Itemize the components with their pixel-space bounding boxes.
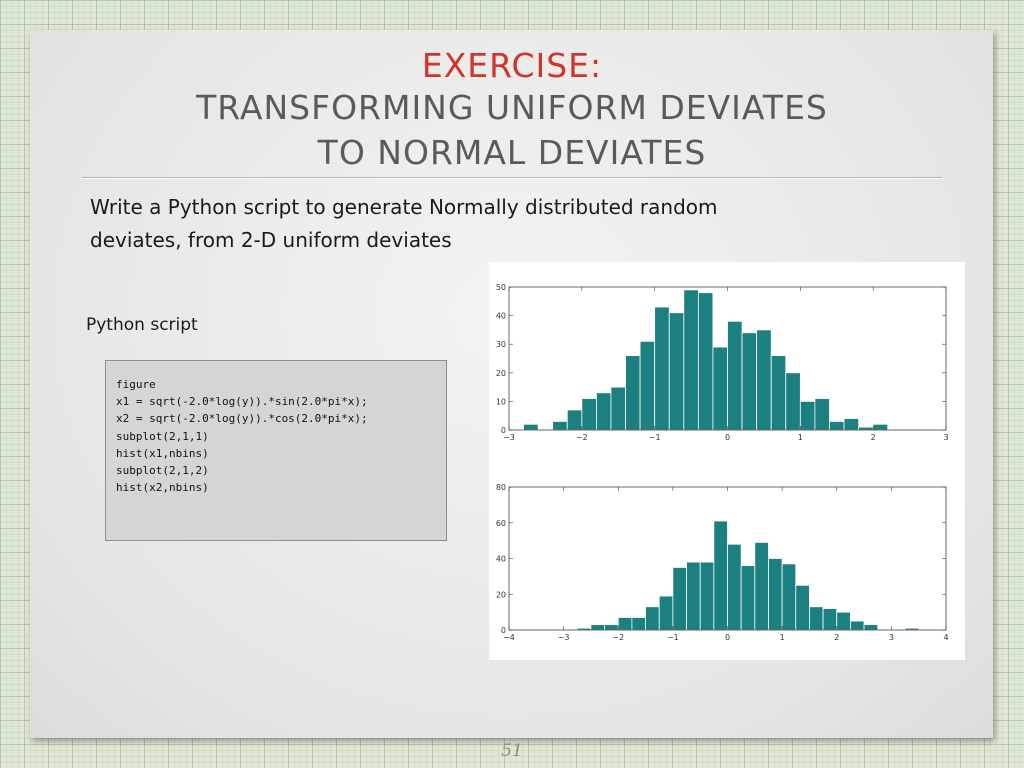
- slide-title-line-3: TO NORMAL DEVIATES: [317, 133, 707, 172]
- code-block: figure x1 = sqrt(-2.0*log(y)).*sin(2.0*p…: [105, 360, 447, 541]
- x-tick-label: −3: [558, 633, 570, 642]
- histogram-2-bar: [727, 543, 742, 631]
- histogram-2-bar: [768, 558, 783, 631]
- histogram-2-bar: [863, 624, 879, 631]
- y-tick-label: 60: [496, 519, 506, 528]
- x-tick-label: −4: [503, 633, 515, 642]
- histogram-2-bar: [713, 520, 728, 631]
- description-line-2: deviates, from 2-D uniform deviates: [90, 228, 452, 252]
- histogram-2-bar: [672, 567, 687, 631]
- y-tick-label: 20: [496, 369, 506, 378]
- histogram-1-bar: [727, 320, 743, 431]
- slide-title-exercise: EXERCISE:: [421, 46, 603, 85]
- x-tick-label: 2: [834, 633, 839, 642]
- x-tick-label: 3: [889, 633, 894, 642]
- y-tick-label: 80: [496, 483, 506, 492]
- x-tick-label: −2: [576, 433, 588, 442]
- histogram-1-bar: [756, 329, 772, 431]
- histogram-2-bar: [850, 620, 865, 631]
- histogram-2-bar: [658, 595, 674, 631]
- histogram-1-bar: [668, 312, 685, 431]
- description-line-1: Write a Python script to generate Normal…: [90, 195, 718, 219]
- histogram-1-bar: [872, 423, 889, 431]
- histogram-2-bar: [617, 617, 633, 631]
- histogram-1-bar: [596, 392, 612, 431]
- x-tick-label: 1: [780, 633, 785, 642]
- histogram-1-bar: [843, 418, 859, 431]
- histogram-2-bar: [740, 565, 756, 631]
- exercise-description: Write a Python script to generate Normal…: [90, 191, 850, 257]
- histogram-1-bar: [741, 332, 758, 431]
- y-tick-label: 10: [496, 397, 506, 406]
- histogram-2-bar: [795, 584, 810, 631]
- histogram-1-bar: [523, 423, 539, 431]
- histogram-1-bar: [566, 409, 583, 431]
- histogram-1-bar: [785, 372, 801, 431]
- histogram-1-bar: [770, 355, 787, 431]
- x-tick-label: −2: [612, 633, 624, 642]
- histogram-2-bar: [836, 611, 851, 631]
- histogram-1-bar: [858, 426, 874, 431]
- x-tick-label: 0: [725, 633, 730, 642]
- page-number: 51: [501, 741, 523, 761]
- x-tick-label: 3: [943, 433, 948, 442]
- histogram-2-bar: [809, 606, 824, 631]
- histogram-2-bar: [699, 561, 715, 631]
- y-tick-label: 0: [501, 626, 506, 635]
- y-tick-label: 30: [496, 340, 506, 349]
- histogram-1-bar: [581, 398, 597, 431]
- histogram-1-bar: [610, 386, 626, 431]
- title-divider: [82, 177, 942, 179]
- histogram-1-bar: [654, 306, 670, 431]
- x-tick-label: 0: [725, 433, 730, 442]
- y-tick-label: 0: [501, 426, 506, 435]
- code-text: figure x1 = sqrt(-2.0*log(y)).*sin(2.0*p…: [116, 378, 368, 495]
- x-tick-label: −3: [503, 433, 515, 442]
- histogram-1-bar: [799, 400, 816, 431]
- histogram-2-bar: [781, 563, 797, 631]
- histogram-2-bar: [822, 608, 838, 631]
- slide-title-line-2: TRANSFORMING UNIFORM DEVIATES: [196, 88, 828, 127]
- histogram-2-bar: [604, 624, 619, 631]
- x-tick-label: −1: [649, 433, 661, 442]
- histogram-1-bar: [625, 355, 641, 431]
- x-tick-label: 1: [798, 433, 803, 442]
- histogram-1-bar: [683, 289, 699, 431]
- y-tick-label: 40: [496, 312, 506, 321]
- histogram-2-bar: [631, 617, 646, 631]
- x-tick-label: −1: [667, 633, 679, 642]
- histogram-2-bar: [686, 561, 701, 631]
- x-tick-label: 2: [871, 433, 876, 442]
- y-tick-label: 20: [496, 590, 506, 599]
- histogram-2-bar: [754, 542, 769, 631]
- histogram-1-bar: [712, 346, 728, 431]
- histogram-2-bar: [645, 606, 660, 631]
- y-tick-label: 50: [496, 283, 506, 292]
- y-tick-label: 40: [496, 555, 506, 564]
- histogram-2-bar: [590, 624, 605, 631]
- python-script-label: Python script: [86, 315, 198, 335]
- histogram-1-bar: [552, 421, 568, 431]
- histogram-1-bar: [814, 398, 830, 431]
- histogram-1-bar: [697, 292, 714, 431]
- histogram-1-bar: [829, 421, 845, 431]
- x-tick-label: 4: [943, 633, 948, 642]
- histogram-figure: −3 −2 −1 0 1 2 3 0 10 20 30 40 50 −4 −3 −2 −1 0 1 2 3 4 0 20 40 6…: [489, 262, 965, 660]
- histogram-1-bar: [639, 340, 656, 431]
